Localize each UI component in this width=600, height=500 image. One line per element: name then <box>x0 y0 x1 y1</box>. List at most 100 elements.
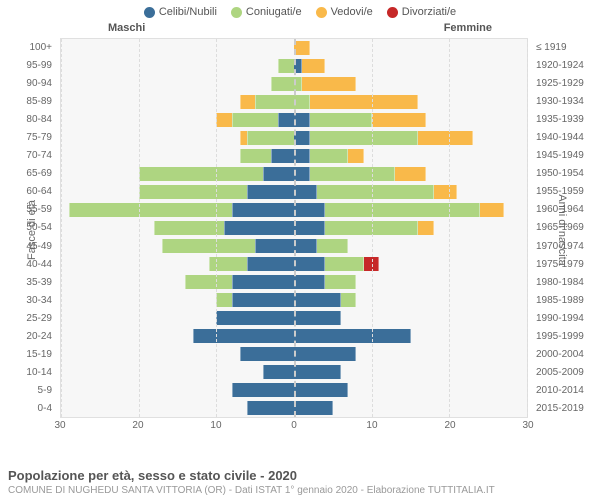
bar-segment <box>294 41 310 55</box>
female-half <box>294 75 527 93</box>
legend-label: Coniugati/e <box>246 6 302 18</box>
bar-segment <box>294 329 411 343</box>
bar-segment <box>255 239 294 253</box>
bar-segment <box>294 113 310 127</box>
male-half <box>61 165 294 183</box>
bar-segment <box>294 257 325 271</box>
bar-segment <box>310 95 419 109</box>
gridline <box>449 39 450 417</box>
age-band-label: 85-89 <box>0 92 56 110</box>
male-half <box>61 399 294 417</box>
birth-band-label: ≤ 1919 <box>532 38 600 56</box>
male-half <box>61 291 294 309</box>
x-tick-label: 20 <box>132 420 143 431</box>
female-header: Femmine <box>444 22 492 34</box>
bar-segment <box>185 275 232 289</box>
bar-segment <box>232 203 294 217</box>
bar-segment <box>294 203 325 217</box>
age-band-label: 70-74 <box>0 147 56 165</box>
plot-area <box>60 38 528 418</box>
birth-band-label: 1995-1999 <box>532 328 600 346</box>
bar-segment <box>294 365 341 379</box>
male-half <box>61 327 294 345</box>
female-half <box>294 255 527 273</box>
male-header: Maschi <box>108 22 145 34</box>
legend: Celibi/NubiliConiugati/eVedovi/eDivorzia… <box>0 0 600 20</box>
bar-segment <box>240 149 271 163</box>
female-half <box>294 57 527 75</box>
male-half <box>61 111 294 129</box>
age-band-label: 90-94 <box>0 74 56 92</box>
legend-label: Vedovi/e <box>331 6 373 18</box>
bar-segment <box>139 185 248 199</box>
bar-segment <box>294 383 348 397</box>
bar-segment <box>232 113 279 127</box>
female-half <box>294 147 527 165</box>
bar-segment <box>247 257 294 271</box>
bar-segment <box>395 167 426 181</box>
female-half <box>294 111 527 129</box>
age-band-label: 50-54 <box>0 219 56 237</box>
male-half <box>61 183 294 201</box>
bar-segment <box>294 293 341 307</box>
male-half <box>61 219 294 237</box>
bar-segment <box>247 185 294 199</box>
bar-segment <box>418 221 434 235</box>
female-half <box>294 219 527 237</box>
bar-segment <box>240 347 294 361</box>
male-half <box>61 93 294 111</box>
age-band-label: 10-14 <box>0 364 56 382</box>
x-tick-label: 10 <box>210 420 221 431</box>
birth-band-label: 1990-1994 <box>532 309 600 327</box>
population-pyramid: Maschi Femmine Fasce di età Anni di nasc… <box>0 20 600 440</box>
birth-band-label: 1945-1949 <box>532 147 600 165</box>
bar-segment <box>278 113 294 127</box>
birth-band-label: 1960-1964 <box>532 201 600 219</box>
bar-segment <box>240 131 248 145</box>
birth-band-label: 1935-1939 <box>532 110 600 128</box>
bar-segment <box>302 59 325 73</box>
bar-segment <box>232 383 294 397</box>
bar-segment <box>193 329 294 343</box>
age-band-label: 100+ <box>0 38 56 56</box>
bar-segment <box>317 185 434 199</box>
center-axis <box>294 39 296 417</box>
bar-segment <box>209 257 248 271</box>
bar-segment <box>302 77 356 91</box>
bar-segment <box>294 131 310 145</box>
legend-item: Coniugati/e <box>231 6 302 18</box>
age-band-label: 80-84 <box>0 110 56 128</box>
birth-band-label: 1950-1954 <box>532 165 600 183</box>
bar-segment <box>232 293 294 307</box>
x-tick-label: 30 <box>522 420 533 431</box>
bar-segment <box>232 275 294 289</box>
bar-segment <box>69 203 232 217</box>
male-half <box>61 345 294 363</box>
bar-segment <box>294 401 333 415</box>
bar-segment <box>263 167 294 181</box>
female-half <box>294 327 527 345</box>
bar-segment <box>154 221 224 235</box>
gridline <box>372 39 373 417</box>
bar-segment <box>271 77 294 91</box>
chart-footer: Popolazione per età, sesso e stato civil… <box>8 468 592 496</box>
birth-band-label: 2005-2009 <box>532 364 600 382</box>
female-half <box>294 309 527 327</box>
x-tick-label: 10 <box>366 420 377 431</box>
birth-band-label: 2000-2004 <box>532 346 600 364</box>
bar-segment <box>325 275 356 289</box>
gridline <box>527 39 528 417</box>
legend-item: Divorziati/e <box>387 6 456 18</box>
age-labels: 100+95-9990-9485-8980-8475-7970-7465-696… <box>0 38 56 418</box>
birth-band-label: 1920-1924 <box>532 56 600 74</box>
bar-segment <box>162 239 255 253</box>
legend-dot <box>316 7 327 18</box>
bar-segment <box>325 203 480 217</box>
bar-segment <box>139 167 263 181</box>
male-half <box>61 309 294 327</box>
female-half <box>294 183 527 201</box>
gridline <box>139 39 140 417</box>
age-band-label: 95-99 <box>0 56 56 74</box>
age-band-label: 30-34 <box>0 291 56 309</box>
bar-segment <box>294 311 341 325</box>
